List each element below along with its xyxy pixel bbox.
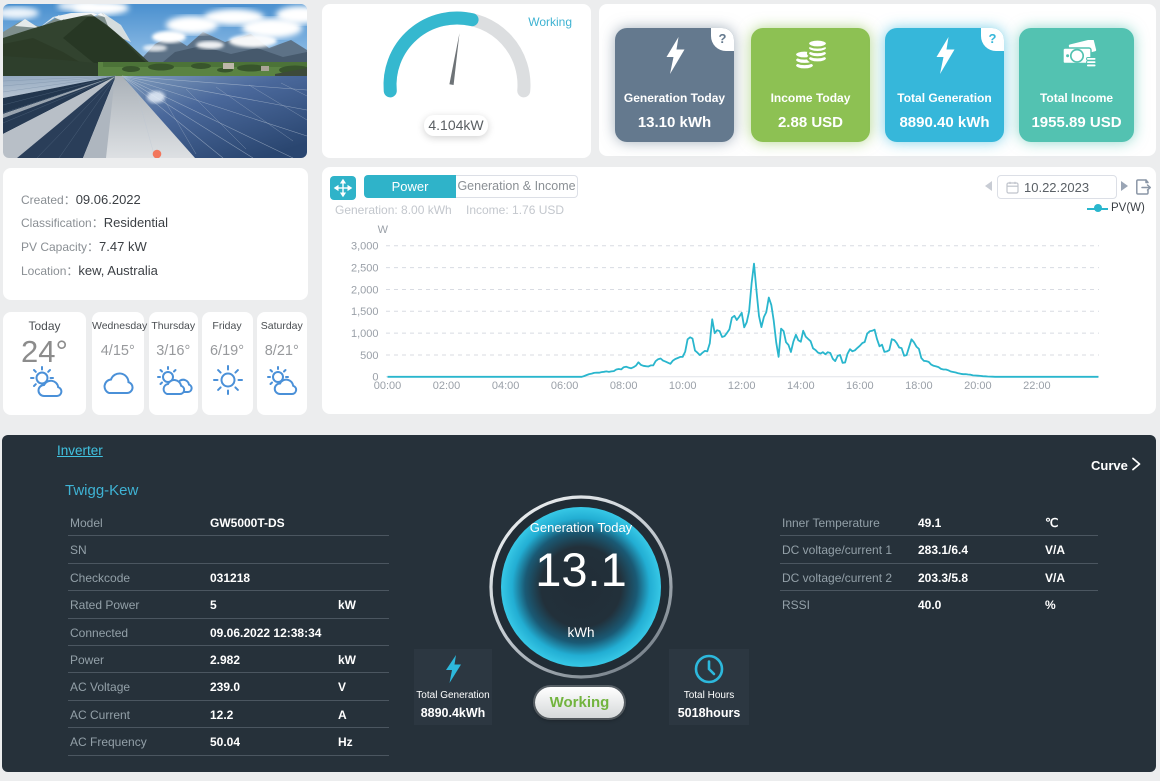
svg-text:2,000: 2,000 bbox=[351, 284, 379, 296]
svg-text:22:00: 22:00 bbox=[1023, 380, 1051, 392]
svg-text:20:00: 20:00 bbox=[964, 380, 992, 392]
svg-text:14:00: 14:00 bbox=[787, 380, 815, 392]
svg-text:2,500: 2,500 bbox=[351, 262, 379, 274]
svg-text:0: 0 bbox=[372, 372, 378, 384]
svg-text:08:00: 08:00 bbox=[610, 380, 638, 392]
svg-text:10:00: 10:00 bbox=[669, 380, 697, 392]
svg-text:3,000: 3,000 bbox=[351, 241, 379, 253]
svg-text:1,000: 1,000 bbox=[351, 328, 379, 340]
svg-text:00:00: 00:00 bbox=[374, 380, 402, 392]
svg-text:W: W bbox=[378, 224, 389, 236]
svg-text:02:00: 02:00 bbox=[433, 380, 461, 392]
svg-text:1,500: 1,500 bbox=[351, 306, 379, 318]
svg-text:18:00: 18:00 bbox=[905, 380, 933, 392]
svg-text:12:00: 12:00 bbox=[728, 380, 756, 392]
svg-text:500: 500 bbox=[360, 350, 378, 362]
svg-text:04:00: 04:00 bbox=[492, 380, 520, 392]
svg-text:16:00: 16:00 bbox=[846, 380, 874, 392]
svg-text:06:00: 06:00 bbox=[551, 380, 579, 392]
